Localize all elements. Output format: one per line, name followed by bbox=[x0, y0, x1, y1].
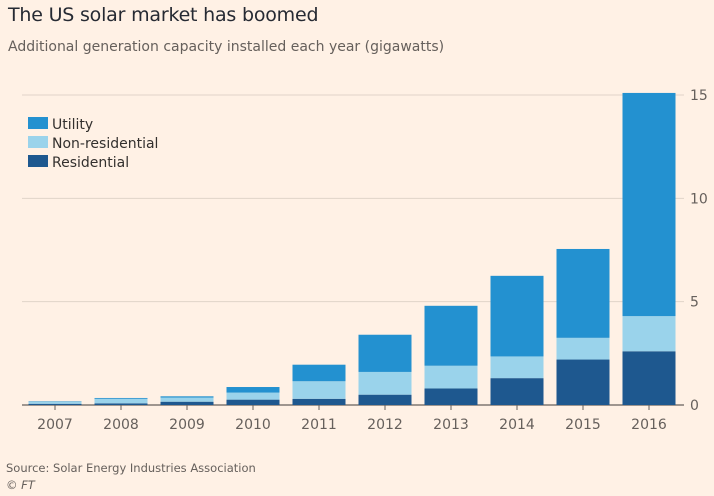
legend-swatch-utility bbox=[28, 117, 48, 129]
x-tick-label-2008: 2008 bbox=[103, 417, 139, 433]
y-tick-label-0: 0 bbox=[690, 398, 699, 414]
legend-swatch-residential bbox=[28, 155, 48, 167]
bar-utility-2014 bbox=[490, 275, 544, 357]
bar-residential-2010 bbox=[226, 399, 280, 405]
x-tick-label-2016: 2016 bbox=[631, 417, 667, 433]
x-tick-label-2014: 2014 bbox=[499, 417, 535, 433]
bar-residential-2016 bbox=[622, 351, 676, 405]
bar-residential-2008 bbox=[94, 403, 148, 405]
legend-label-residential: Residential bbox=[52, 155, 129, 171]
bar-utility-2009 bbox=[160, 396, 214, 398]
x-tick-label-2012: 2012 bbox=[367, 417, 403, 433]
bar-utility-2011 bbox=[292, 364, 346, 382]
x-tick-label-2011: 2011 bbox=[301, 417, 337, 433]
bar-residential-2011 bbox=[292, 398, 346, 405]
bar-non-residential-2011 bbox=[292, 381, 346, 399]
x-tick-label-2010: 2010 bbox=[235, 417, 271, 433]
source-note: Source: Solar Energy Industries Associat… bbox=[6, 461, 256, 475]
bar-non-residential-2015 bbox=[556, 337, 610, 360]
x-tick-label-2013: 2013 bbox=[433, 417, 469, 433]
bar-residential-2007 bbox=[28, 403, 82, 405]
chart-subtitle: Additional generation capacity installed… bbox=[8, 39, 445, 55]
bar-residential-2009 bbox=[160, 401, 214, 405]
bar-utility-2010 bbox=[226, 387, 280, 393]
legend-label-non-residential: Non-residential bbox=[52, 136, 158, 152]
bar-residential-2015 bbox=[556, 359, 610, 405]
bar-non-residential-2012 bbox=[358, 371, 412, 395]
bar-non-residential-2008 bbox=[94, 398, 148, 404]
bar-utility-2016 bbox=[622, 92, 676, 317]
legend-swatch-non-residential bbox=[28, 136, 48, 148]
x-tick-label-2007: 2007 bbox=[37, 417, 73, 433]
bar-non-residential-2014 bbox=[490, 356, 544, 379]
bar-non-residential-2009 bbox=[160, 397, 214, 402]
bar-non-residential-2010 bbox=[226, 392, 280, 400]
bar-utility-2015 bbox=[556, 248, 610, 338]
x-tick-label-2015: 2015 bbox=[565, 417, 601, 433]
legend-label-utility: Utility bbox=[52, 117, 93, 133]
y-tick-label-10: 10 bbox=[690, 191, 708, 207]
bar-non-residential-2016 bbox=[622, 316, 676, 352]
x-tick-label-2009: 2009 bbox=[169, 417, 205, 433]
bar-utility-2013 bbox=[424, 305, 478, 366]
bar-residential-2012 bbox=[358, 394, 412, 405]
bar-non-residential-2013 bbox=[424, 365, 478, 389]
bar-residential-2013 bbox=[424, 388, 478, 405]
bar-non-residential-2007 bbox=[28, 401, 82, 404]
y-tick-label-5: 5 bbox=[690, 295, 699, 311]
copyright-credit: © FT bbox=[6, 478, 35, 492]
bar-residential-2014 bbox=[490, 378, 544, 405]
chart-title: The US solar market has boomed bbox=[8, 4, 319, 26]
bar-utility-2012 bbox=[358, 334, 412, 372]
y-tick-label-15: 15 bbox=[690, 88, 708, 104]
bar-utility-2008 bbox=[94, 397, 148, 399]
